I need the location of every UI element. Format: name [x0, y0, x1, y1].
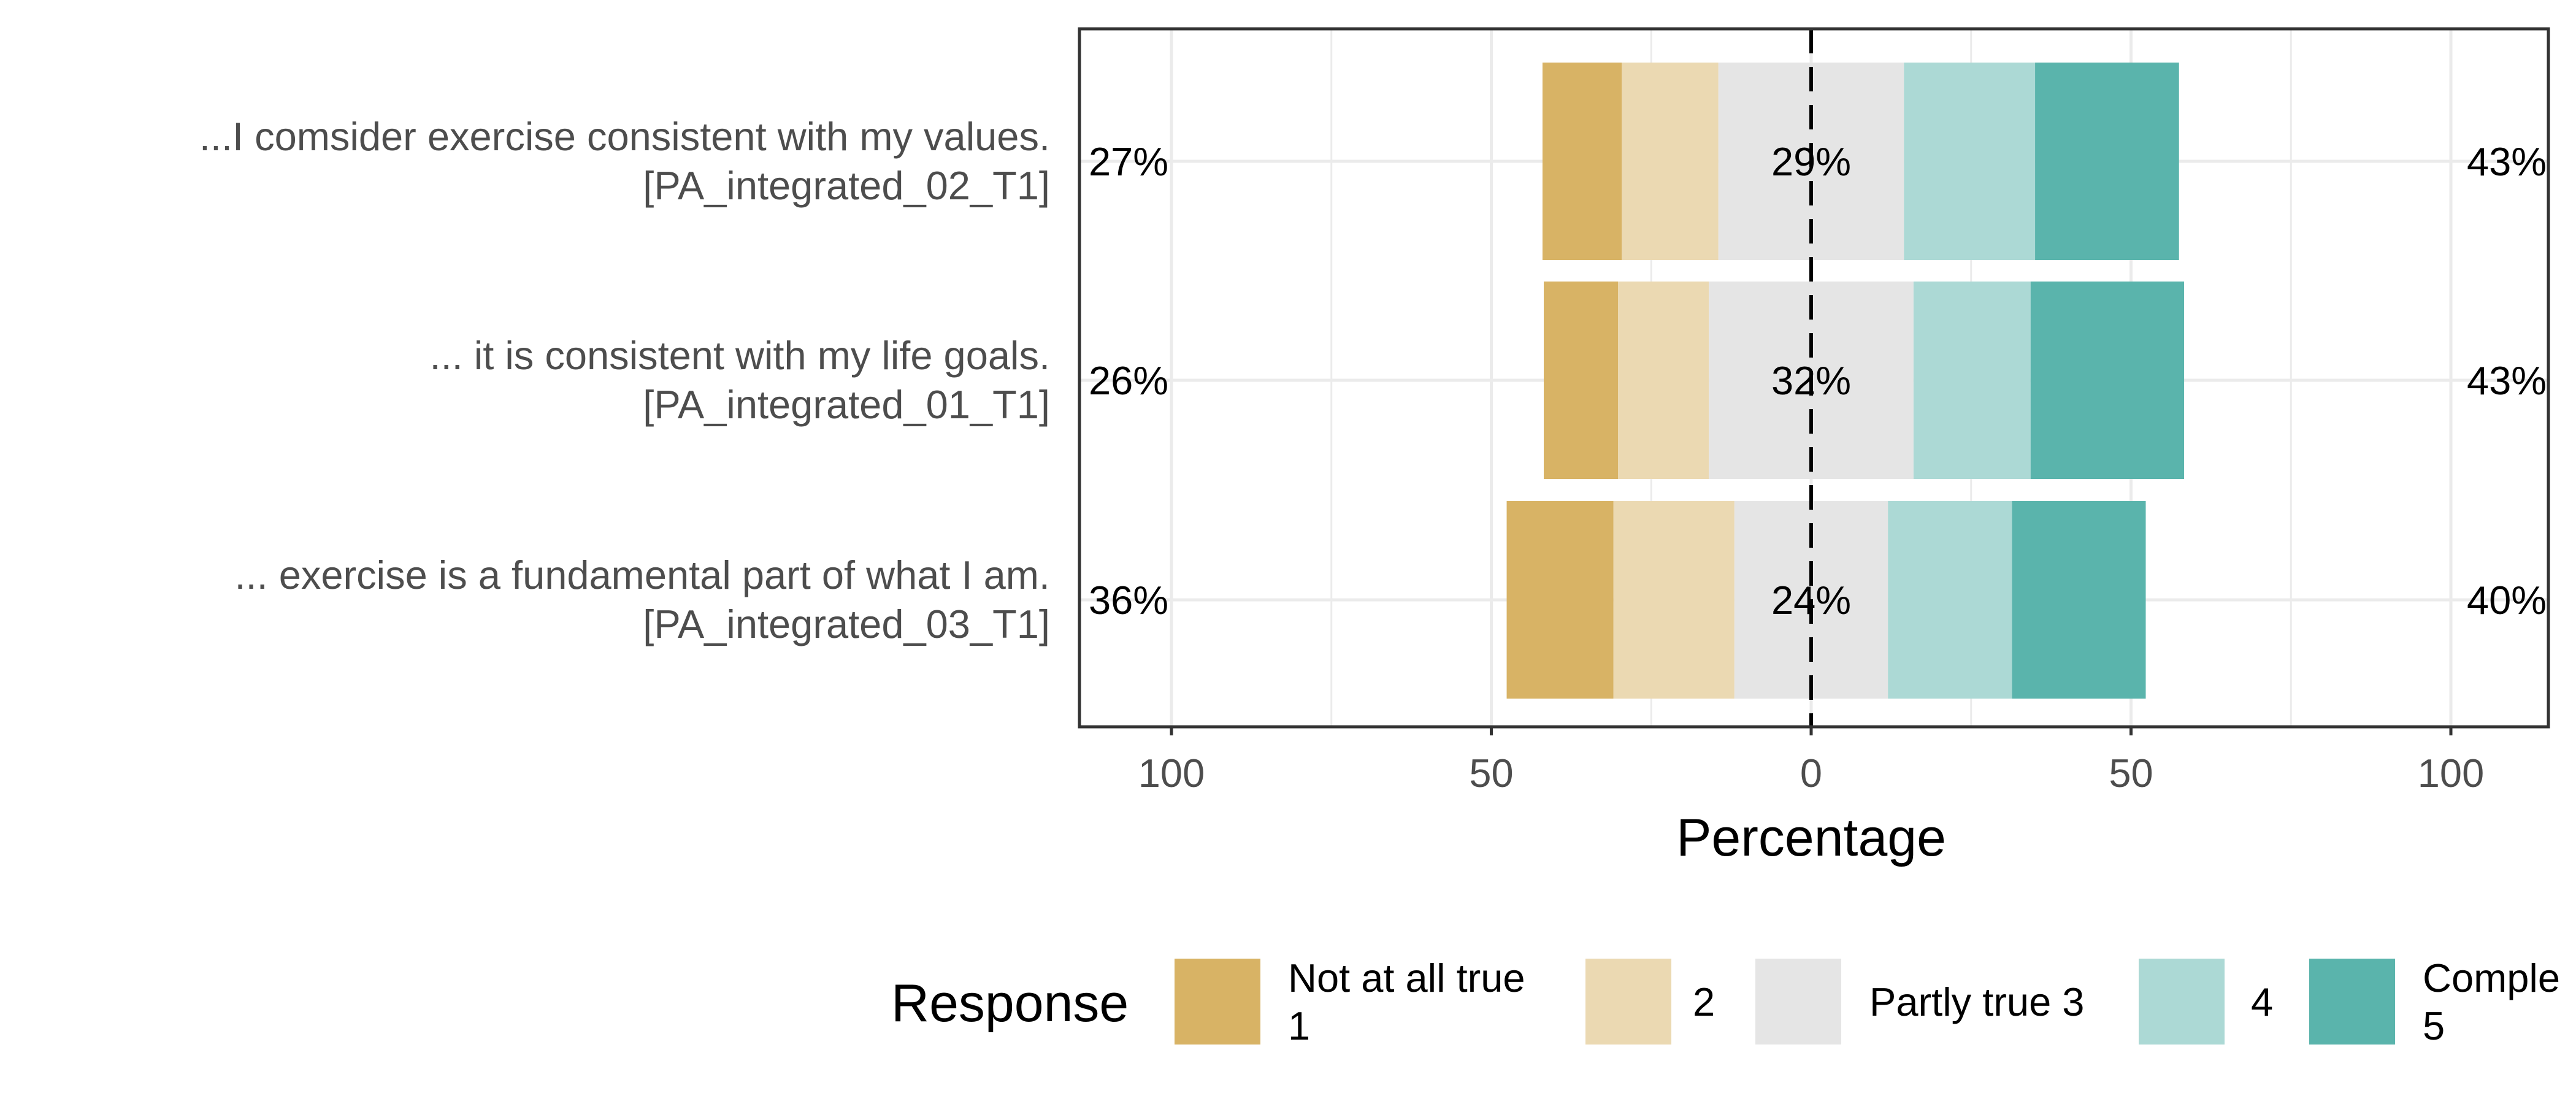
- legend-label-line2: 1: [1288, 1003, 1310, 1048]
- item-label-line1: ... it is consistent with my life goals.: [430, 333, 1050, 378]
- high-percent-label: 40%: [2467, 578, 2547, 623]
- neutral-percent-label: 24%: [1771, 578, 1851, 623]
- legend-label-line1: Comple: [2423, 956, 2560, 1000]
- bars-layer: [1506, 63, 2185, 699]
- x-tick-label: 100: [2418, 751, 2484, 795]
- neutral-percent-label: 32%: [1771, 358, 1851, 403]
- low-percent-label: 36%: [1089, 578, 1168, 623]
- bar-segment: [1904, 63, 2036, 260]
- x-tick-label: 50: [2109, 751, 2153, 795]
- legend-key: [1175, 959, 1260, 1045]
- legend-label: 2: [1693, 979, 1715, 1024]
- item-label-line1: ... exercise is a fundamental part of wh…: [234, 553, 1050, 597]
- item-label-line2: [PA_integrated_01_T1]: [643, 382, 1050, 427]
- legend-key: [1755, 959, 1841, 1045]
- bar-segment: [2012, 501, 2146, 699]
- legend-title: Response: [891, 974, 1129, 1033]
- bar-segment: [1544, 282, 1619, 479]
- x-axis-ticks: 100 50 0 50 100: [1138, 727, 2484, 795]
- x-tick-label: 50: [1469, 751, 1513, 795]
- item-label-line2: [PA_integrated_02_T1]: [643, 163, 1050, 208]
- x-tick-label: 100: [1138, 751, 1205, 795]
- x-tick-label: 0: [1800, 751, 1822, 795]
- high-percent-label: 43%: [2467, 358, 2547, 403]
- bar-segment: [1888, 501, 2012, 699]
- legend-label-line1: Not at all true: [1288, 956, 1525, 1000]
- bar-segment: [1506, 501, 1614, 699]
- legend-key: [2309, 959, 2395, 1045]
- legend-key: [2139, 959, 2225, 1045]
- panel-border: [1078, 27, 2550, 729]
- item-labels: ...I comsider exercise consistent with m…: [199, 114, 1050, 646]
- legend-key: [1585, 959, 1671, 1045]
- legend-label: 4: [2251, 979, 2273, 1024]
- bar-segment: [1613, 501, 1735, 699]
- low-percent-label: 27%: [1089, 139, 1168, 184]
- bar-segment: [1622, 63, 1719, 260]
- item-label-line1: ...I comsider exercise consistent with m…: [199, 114, 1050, 159]
- neutral-percent-label: 29%: [1771, 139, 1851, 184]
- bar-segment: [2035, 63, 2179, 260]
- legend-label-line2: 5: [2423, 1003, 2445, 1048]
- bar-segment: [2030, 282, 2185, 479]
- item-label-line2: [PA_integrated_03_T1]: [643, 602, 1050, 646]
- bar-segment: [1542, 63, 1622, 260]
- bar-segment: [1618, 282, 1709, 479]
- legend-label: Partly true 3: [1869, 979, 2084, 1024]
- x-axis-title: Percentage: [1676, 808, 1946, 867]
- percent-labels: 27% 29% 43% 26% 32% 43% 36% 24% 40%: [1089, 139, 2547, 623]
- high-percent-label: 43%: [2467, 139, 2547, 184]
- bar-segment: [1913, 282, 2031, 479]
- low-percent-label: 26%: [1089, 358, 1168, 403]
